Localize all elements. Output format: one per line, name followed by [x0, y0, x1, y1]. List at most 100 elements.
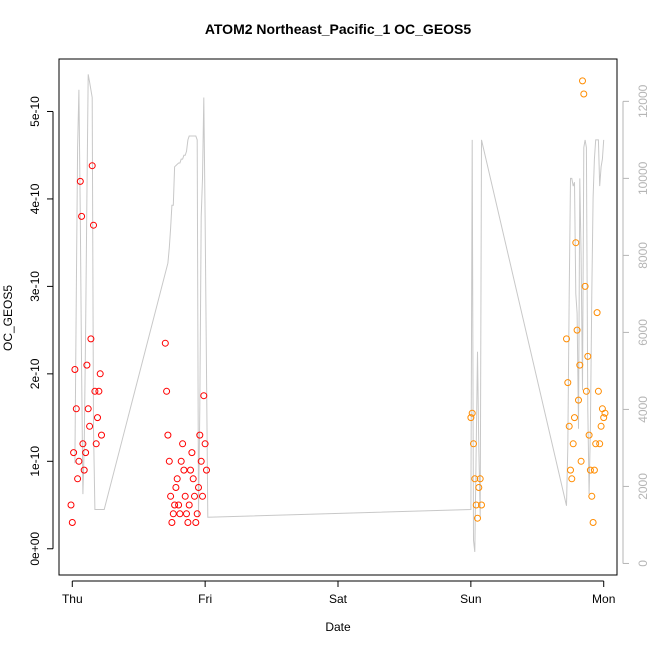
orange-data-point — [593, 309, 601, 317]
red-data-point — [92, 440, 100, 448]
red-data-point — [199, 492, 206, 500]
red-data-point — [168, 519, 176, 526]
red-data-point — [76, 177, 84, 185]
orange-data-point — [588, 492, 596, 500]
red-data-point — [84, 405, 92, 413]
chart-title: ATOM2 Northeast_Pacific_1 OC_GEOS5 — [205, 21, 472, 37]
altitude-line — [74, 74, 605, 552]
red-data-point — [195, 484, 202, 491]
orange-data-point — [569, 440, 577, 448]
x-tick-label: Sat — [329, 592, 348, 606]
red-data-point — [88, 162, 96, 170]
orange-data-point — [582, 387, 590, 395]
y-tick-label: 2e-10 — [28, 358, 42, 389]
y2-tick-label: 12000 — [636, 84, 650, 118]
red-data-point — [173, 475, 181, 483]
red-data-point — [185, 501, 193, 509]
orange-data-point — [589, 519, 597, 526]
red-data-point — [83, 361, 91, 369]
y-tick-label: 4e-10 — [28, 183, 42, 214]
red-data-point — [197, 457, 205, 465]
red-data-point — [175, 501, 183, 509]
orange-data-point — [597, 422, 605, 430]
orange-data-point — [586, 466, 594, 474]
y2-tick-label: 6000 — [636, 319, 650, 346]
orange-data-point — [567, 466, 574, 474]
red-data-point — [94, 414, 101, 422]
orange-data-point — [478, 501, 485, 509]
red-data-point — [95, 387, 103, 395]
red-data-point — [91, 387, 99, 395]
red-data-point — [163, 387, 171, 395]
orange-data-point — [573, 326, 581, 334]
orange-data-point — [476, 475, 484, 483]
red-data-point — [96, 370, 104, 378]
red-data-point — [183, 510, 190, 518]
red-data-point — [72, 405, 80, 413]
red-data-point — [167, 492, 175, 500]
orange-data-point — [467, 414, 475, 422]
orange-data-point — [581, 282, 589, 290]
orange-data-point — [568, 475, 576, 483]
red-data-point — [193, 510, 201, 518]
orange-data-point — [571, 414, 578, 422]
y2-tick-label: 10000 — [636, 161, 650, 195]
red-data-point — [179, 440, 187, 448]
red-data-point — [188, 449, 196, 457]
orange-data-point — [579, 77, 586, 85]
red-data-point — [90, 221, 97, 229]
y-tick-label: 1e-10 — [28, 446, 42, 477]
orange-data-point — [580, 90, 588, 98]
red-data-point — [184, 519, 192, 526]
red-data-point — [82, 449, 90, 457]
red-data-point — [200, 392, 208, 400]
plot-frame — [58, 58, 618, 576]
x-tick-label: Thu — [62, 592, 83, 606]
red-data-point — [189, 475, 197, 483]
orange-data-point — [575, 396, 582, 404]
red-data-point — [180, 466, 188, 474]
orange-data-point — [594, 387, 602, 395]
red-data-point — [192, 519, 200, 526]
x-tick-label: Sun — [460, 592, 481, 606]
axes: Thu Fri Sat Sun Mon 0e+00 1e-10 2e-10 3e-10 4e-10… — [28, 84, 650, 606]
x-tick-label: Mon — [592, 592, 615, 606]
orange-data-point — [584, 352, 592, 360]
orange-data-point — [596, 440, 604, 448]
y2-tick-label: 0 — [636, 560, 650, 567]
red-data-point — [181, 492, 189, 500]
red-data-point — [68, 519, 76, 526]
orange-data-point — [564, 379, 572, 387]
altitude-series — [74, 74, 605, 552]
orange-data-point — [474, 514, 481, 522]
red-data-point — [196, 431, 204, 439]
red-data-point — [70, 449, 78, 457]
orange-data-point — [592, 440, 600, 448]
orange-data-point — [576, 361, 584, 369]
orange-data-point — [468, 409, 476, 417]
red-data-point — [172, 484, 180, 491]
red-data-point — [169, 510, 177, 518]
red-data-point — [71, 366, 79, 373]
red-data-point — [78, 212, 86, 220]
red-data-point — [176, 510, 184, 518]
red-data-point — [87, 335, 95, 343]
y-axis-label: OC_GEOS5 — [1, 285, 15, 351]
red-data-point — [75, 457, 83, 465]
red-data-point — [79, 440, 87, 448]
orange-data-point — [470, 440, 477, 448]
red-data-point — [74, 475, 82, 483]
red-data-point — [86, 422, 94, 430]
orange-data-point — [600, 414, 608, 422]
orange-data-point — [601, 409, 609, 417]
orange-data-point — [572, 239, 580, 247]
orange-data-point — [577, 457, 585, 465]
y2-tick-label: 2000 — [636, 473, 650, 500]
red-data-point — [187, 466, 194, 474]
orange-data-point — [585, 431, 593, 439]
red-data-point — [171, 501, 179, 509]
orange-data-point — [475, 484, 483, 491]
x-axis-label: Date — [325, 620, 351, 634]
orange-data-point — [471, 475, 479, 483]
red-data-point — [98, 431, 105, 439]
